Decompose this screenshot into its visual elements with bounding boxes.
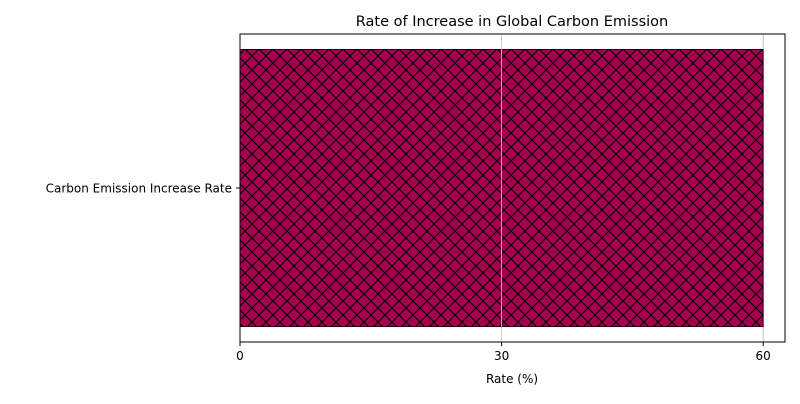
x-axis-ticks: 0 30 60 <box>236 342 771 363</box>
x-tick-label: 0 <box>236 349 244 363</box>
y-axis-ticks: Carbon Emission Increase Rate <box>46 182 240 196</box>
bars <box>239 34 764 342</box>
y-tick-label: Carbon Emission Increase Rate <box>46 182 232 196</box>
x-tick-label: 30 <box>494 349 509 363</box>
x-axis-label: Rate (%) <box>486 372 538 386</box>
chart-title: Rate of Increase in Global Carbon Emissi… <box>356 14 668 30</box>
x-tick-label: 60 <box>756 349 771 363</box>
